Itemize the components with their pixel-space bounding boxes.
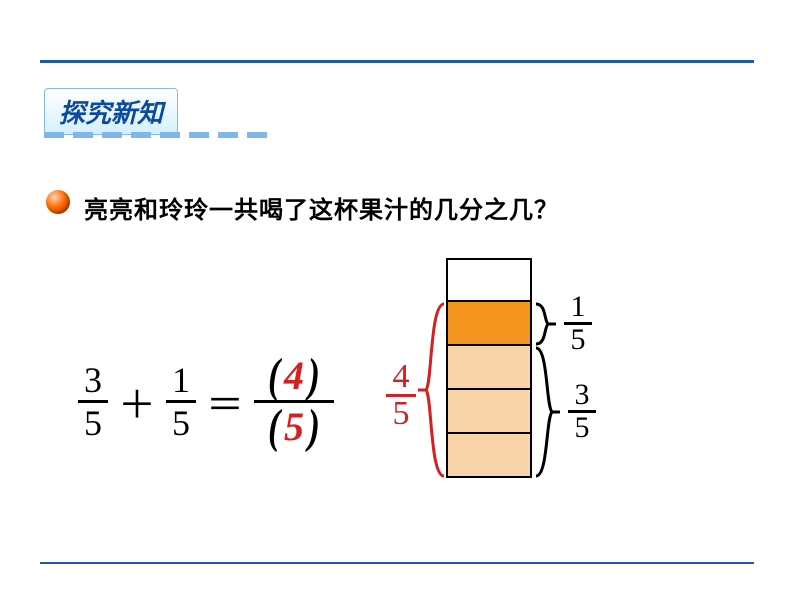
frac-b-den: 5: [166, 403, 196, 441]
cell-3: [446, 346, 532, 390]
question-text: 亮亮和玲玲一共喝了这杯果汁的几分之几？: [84, 190, 559, 225]
section-title-text: 探究新知: [59, 99, 163, 128]
plus-sign: ＋: [118, 374, 156, 429]
cup-diagram: [446, 258, 532, 478]
frac-a-den: 5: [78, 403, 108, 441]
brace-4-5: [414, 302, 446, 478]
label-3-5: 3 5: [568, 380, 596, 443]
frac-a-num: 3: [78, 362, 108, 400]
fraction-answer: ( 4 ) ( 5 ): [254, 352, 334, 451]
label-3-5-num: 3: [575, 380, 590, 410]
brace-1-5: [534, 302, 560, 346]
frac-b-num: 1: [166, 362, 196, 400]
paren-close-bot: ): [308, 403, 320, 451]
equation: 3 5 ＋ 1 5 ＝ ( 4 ) ( 5 ): [78, 352, 334, 451]
label-1-5: 1 5: [564, 292, 592, 355]
equals-sign: ＝: [206, 374, 244, 429]
label-1-5-den: 5: [571, 325, 586, 355]
cell-1: [446, 258, 532, 302]
section-underline: [44, 132, 267, 138]
paren-open-top: (: [268, 352, 280, 400]
result-num: 4: [393, 360, 410, 394]
label-3-5-den: 5: [575, 413, 590, 443]
bottom-rule: [40, 562, 754, 564]
answer-num: 4: [284, 356, 304, 396]
fraction-b: 1 5: [166, 362, 196, 441]
paren-open-bot: (: [268, 403, 280, 451]
paren-close-top: ): [308, 352, 320, 400]
fraction-a: 3 5: [78, 362, 108, 441]
result-fraction: 4 5: [386, 360, 416, 431]
cell-5: [446, 434, 532, 478]
result-den: 5: [393, 397, 410, 431]
label-1-5-num: 1: [571, 292, 586, 322]
bullet-icon: [46, 190, 70, 214]
section-title: 探究新知: [44, 88, 178, 135]
brace-3-5: [534, 346, 564, 478]
cell-4: [446, 390, 532, 434]
cell-2: [446, 302, 532, 346]
top-rule: [40, 60, 754, 63]
answer-den: 5: [284, 407, 304, 447]
